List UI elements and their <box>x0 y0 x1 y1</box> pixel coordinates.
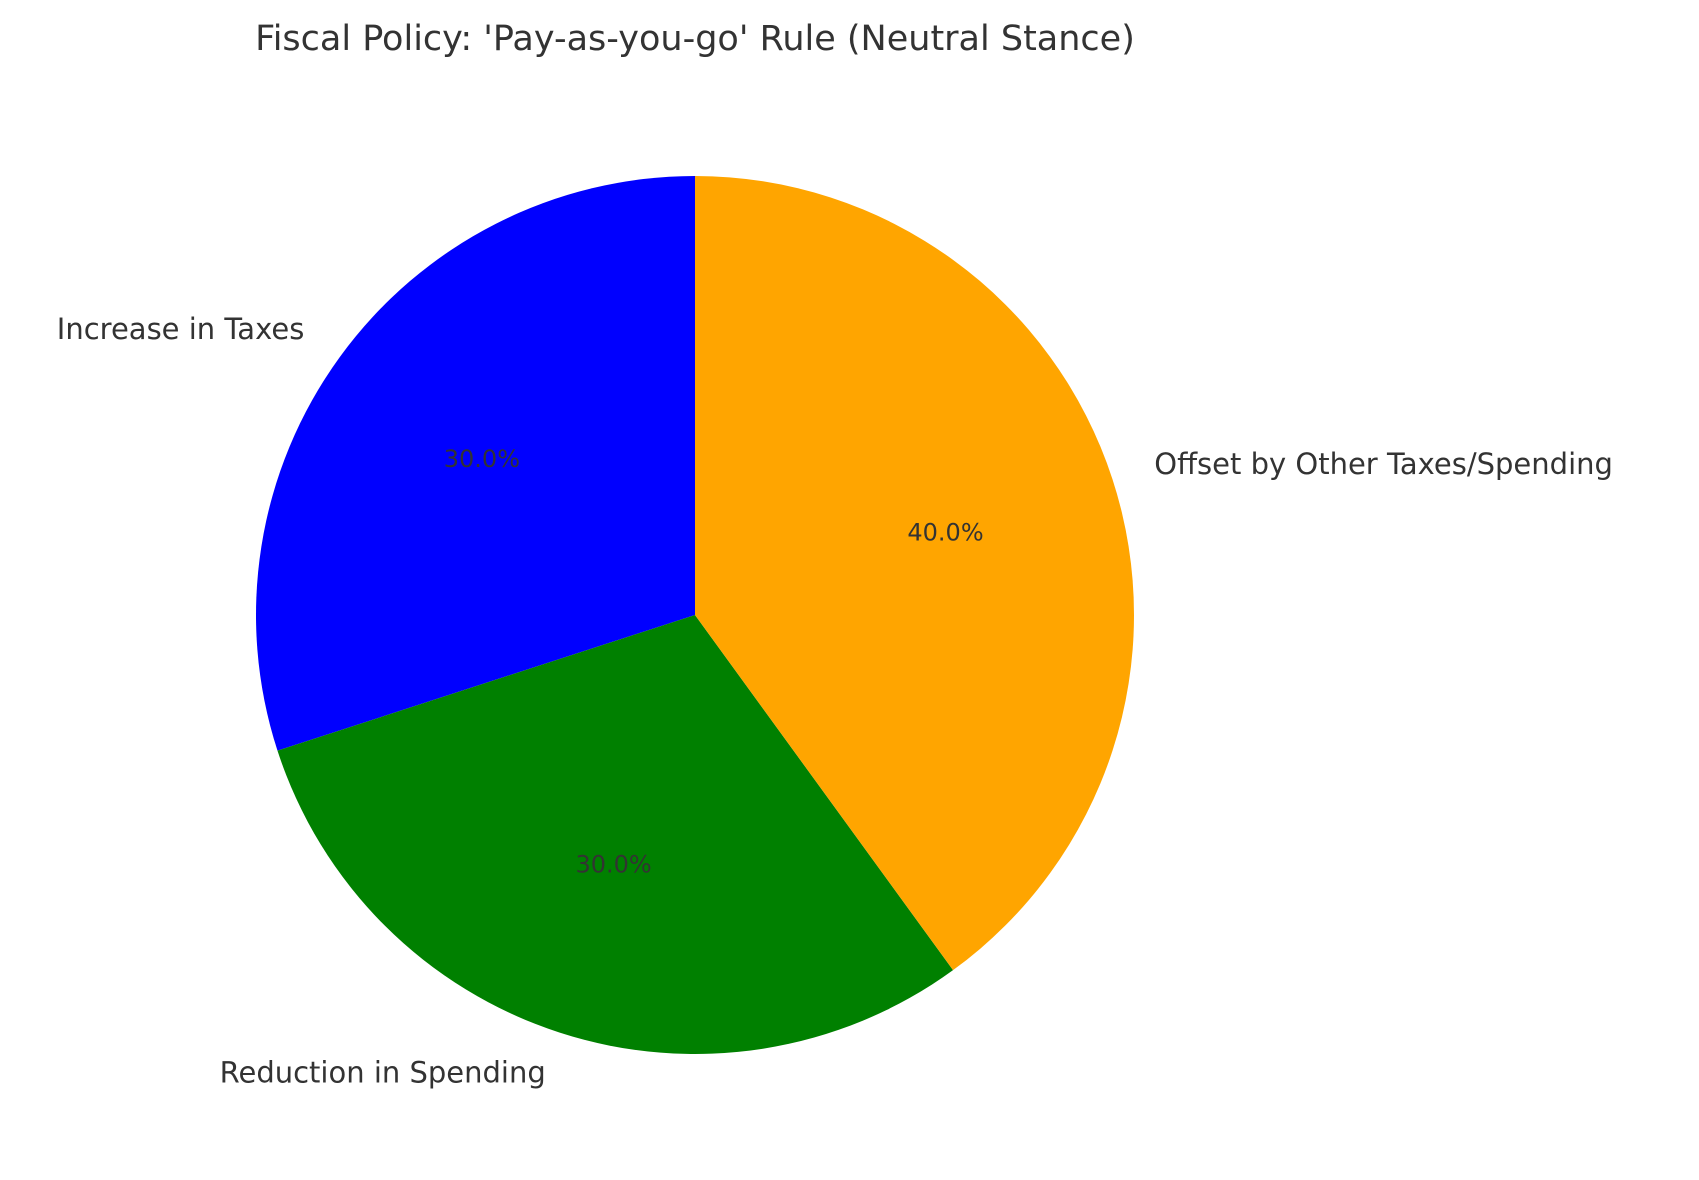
category-label-reduction-in-spending: Reduction in Spending <box>220 1055 546 1089</box>
slice-increase-in-taxes <box>255 176 695 751</box>
chart-title: Fiscal Policy: 'Pay-as-you-go' Rule (Neu… <box>255 19 1135 59</box>
slice-offset-by-other-taxes-spending <box>695 176 1135 971</box>
category-label-offset-by-other-taxes-spending: Offset by Other Taxes/Spending <box>1154 447 1613 481</box>
pie-slices <box>255 176 1135 1055</box>
pie-labels: 30.0% Increase in Taxes 30.0% Reduction in … <box>57 312 1613 1089</box>
percent-label-reduction-in-spending: 30.0% <box>575 851 651 879</box>
percent-label-offset-by-other-taxes-spending: 40.0% <box>907 519 983 547</box>
slice-reduction-in-spending <box>277 615 954 1055</box>
percent-label-increase-in-taxes: 30.0% <box>444 445 520 473</box>
category-label-increase-in-taxes: Increase in Taxes <box>57 312 305 346</box>
